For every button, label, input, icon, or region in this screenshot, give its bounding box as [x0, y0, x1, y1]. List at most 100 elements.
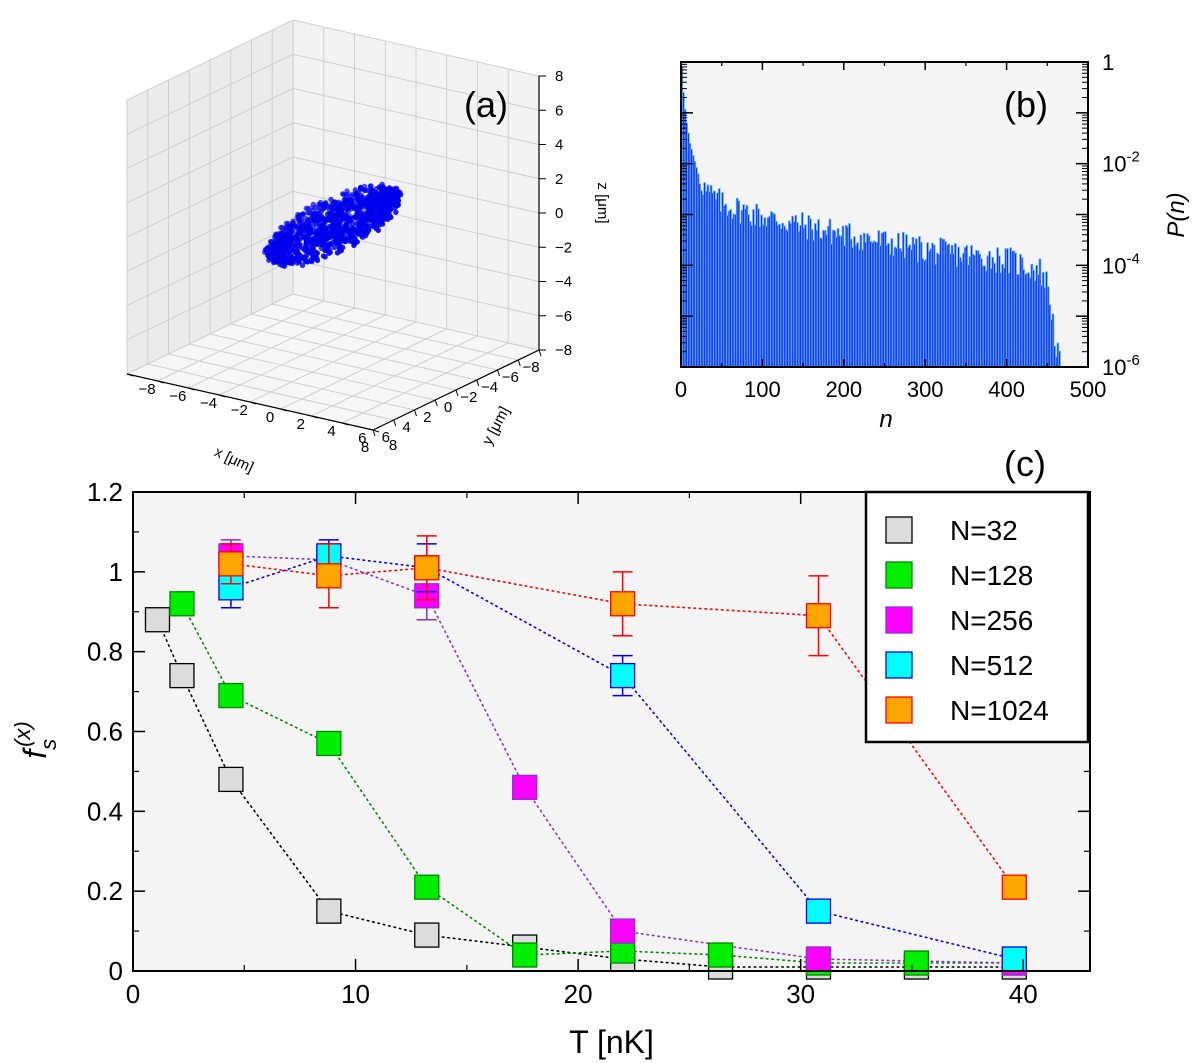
atom-point — [365, 214, 371, 220]
y-tick — [342, 422, 349, 426]
y-label-sub: s — [36, 739, 61, 750]
data-point — [707, 942, 734, 968]
atom-point — [318, 223, 325, 229]
atom-point — [356, 196, 362, 202]
z-tick-label: −2 — [555, 239, 572, 256]
gridline — [126, 88, 294, 169]
x-tick — [372, 429, 376, 437]
x-tick-label: 4 — [402, 419, 410, 436]
y-tick-base: 1 — [1102, 50, 1114, 75]
x-axis-label: x [μm] — [212, 444, 256, 477]
y-tick — [219, 394, 226, 398]
y-tick-label: 6 — [358, 430, 366, 447]
x-tick-label: 100 — [744, 377, 781, 402]
y-tick-label: 10-2 — [1102, 149, 1140, 177]
atom-point — [330, 221, 336, 227]
data-point — [512, 774, 538, 801]
y-tick-label: −2 — [231, 402, 248, 419]
atom-point — [322, 254, 328, 260]
gridline — [292, 122, 540, 180]
z-tick-label: −6 — [555, 308, 572, 325]
atom-point — [282, 237, 288, 243]
atom-point — [368, 183, 374, 189]
y-tick — [311, 415, 318, 419]
gridline — [126, 156, 294, 238]
data-point — [218, 551, 244, 577]
data-point — [805, 946, 832, 972]
data-point — [316, 898, 342, 924]
x-tick-label: 0 — [444, 399, 452, 416]
atom-point — [340, 191, 346, 197]
atom-point — [369, 188, 376, 195]
y-tick-label: 0.8 — [87, 637, 123, 667]
gridline — [126, 19, 294, 101]
gridline — [292, 53, 540, 111]
atom-point — [311, 218, 318, 224]
y-tick-label: 1 — [109, 557, 123, 587]
gridline — [342, 342, 509, 424]
y-tick-label: −6 — [169, 388, 186, 405]
y-tick-label: 0 — [266, 409, 274, 426]
atom-point — [323, 228, 329, 235]
x-tick-label: −2 — [460, 389, 477, 406]
data-point — [316, 563, 342, 589]
z-tick-label: 2 — [555, 171, 563, 188]
atom-point — [322, 247, 328, 254]
atom-point — [341, 227, 347, 233]
atom-point — [299, 254, 305, 260]
atom-point — [327, 217, 333, 223]
atom-point — [350, 221, 356, 227]
atom-point — [327, 249, 333, 256]
x-tick — [393, 419, 397, 427]
atom-point — [292, 223, 298, 230]
atom-point — [285, 255, 292, 262]
data-point — [218, 766, 244, 793]
x-tick-label: 200 — [825, 377, 862, 402]
panel-label: (a) — [464, 84, 508, 125]
legend-label: N=128 — [950, 560, 1033, 591]
data-point — [218, 682, 244, 709]
y-tick-exponent: -4 — [1126, 250, 1139, 267]
atom-point — [334, 212, 340, 218]
y-tick-label: −4 — [200, 395, 217, 412]
gridline — [147, 363, 394, 421]
gridline — [126, 53, 294, 135]
atom-point — [329, 201, 336, 207]
atom-point — [306, 228, 312, 234]
atom-point — [386, 197, 392, 203]
atom-point — [338, 232, 345, 238]
atom-point — [364, 187, 370, 193]
x-tick-label: 0 — [126, 979, 140, 1009]
atom-point — [300, 211, 306, 217]
x-axis-label: n — [879, 406, 892, 433]
data-point — [1001, 874, 1027, 900]
atom-point — [305, 205, 311, 212]
x-tick — [476, 379, 480, 387]
y-axis-label: y [μm] — [479, 404, 513, 448]
y-tick — [157, 380, 164, 384]
x-tick-label: 300 — [907, 377, 944, 402]
atom-point — [312, 204, 318, 211]
z-axis-label: z [μm] — [594, 182, 611, 223]
gridline — [249, 321, 417, 403]
y-tick — [280, 408, 287, 412]
y-tick-label: −8 — [138, 381, 155, 398]
gridline — [292, 19, 540, 77]
z-tick-label: 8 — [555, 68, 563, 85]
legend-swatch — [885, 606, 913, 634]
atom-point — [296, 218, 302, 224]
legend-label: N=512 — [950, 650, 1033, 681]
legend-swatch — [885, 651, 913, 679]
y-tick-label: 0.4 — [87, 796, 123, 826]
data-point — [609, 591, 636, 617]
legend-label: N=1024 — [950, 695, 1049, 726]
atom-point — [390, 186, 397, 192]
atom-point — [383, 205, 389, 212]
y-tick-exponent: -2 — [1126, 149, 1139, 166]
atom-point — [305, 219, 311, 225]
atom-point — [304, 247, 310, 253]
point-cloud — [262, 181, 404, 269]
atom-point — [358, 224, 364, 230]
series-line — [230, 562, 1016, 889]
atom-point — [393, 209, 399, 215]
